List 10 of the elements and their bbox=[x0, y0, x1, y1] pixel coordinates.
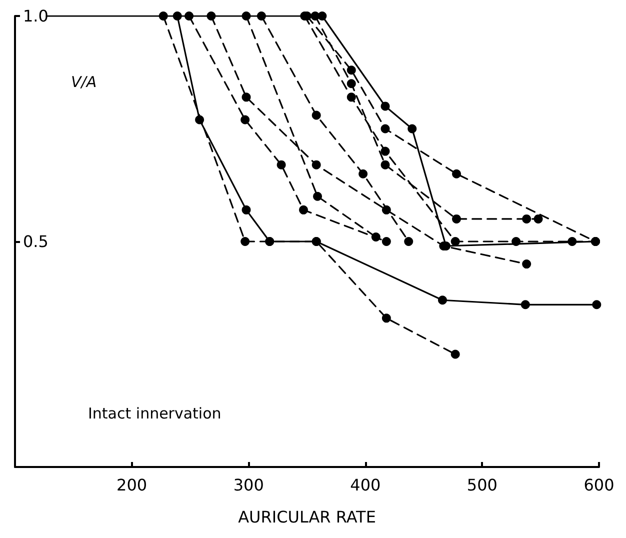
x-tick-label: 500 bbox=[466, 476, 498, 494]
y-tick-label: 0.5 bbox=[23, 232, 48, 251]
x-tick-label: 200 bbox=[116, 476, 148, 494]
x-tick-label: 600 bbox=[584, 476, 614, 494]
x-tick-label: 400 bbox=[350, 476, 381, 494]
y-tick-label: 1.0 bbox=[23, 6, 48, 26]
x-tick-label: 300 bbox=[233, 476, 264, 494]
y-axis-title: V/A bbox=[71, 73, 97, 92]
annotation: Intact innervation bbox=[88, 404, 222, 423]
x-axis-title: AURICULAR RATE bbox=[238, 508, 376, 526]
